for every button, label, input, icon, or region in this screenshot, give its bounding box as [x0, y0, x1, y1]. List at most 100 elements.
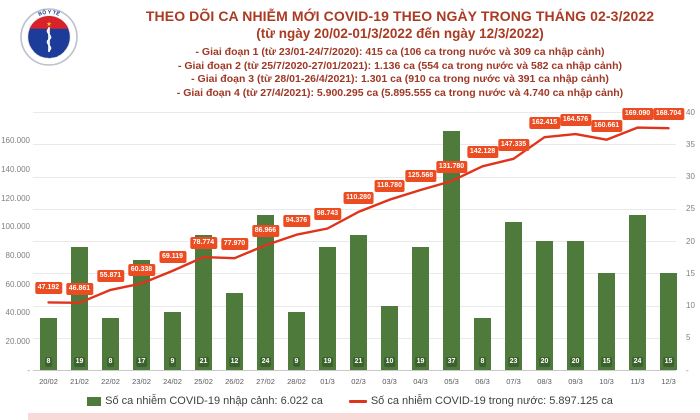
line-value-label: 78.774 — [189, 237, 218, 250]
line-series-swatch — [348, 399, 367, 403]
gridline — [33, 144, 676, 146]
bar-value-label: 19 — [321, 356, 334, 367]
bar-value-label: 10 — [383, 357, 396, 367]
x-axis-date-label: 05/3 — [444, 377, 459, 386]
chart-subtitle: (từ ngày 20/02-01/3/2022 đến ngày 12/3/2… — [256, 26, 544, 41]
y-axis-right-tick-label: 35 — [686, 139, 695, 149]
y-axis-left-tick-label: 160.000 — [1, 136, 30, 146]
bar-value-label: 24 — [631, 356, 644, 367]
y-axis-left-tick-label: 40.000 — [5, 308, 30, 318]
gridline — [33, 176, 676, 178]
gridline — [33, 112, 676, 113]
imported-cases-bar: 21 — [195, 234, 212, 370]
bar-value-label: 12 — [228, 356, 241, 367]
star-icon: ★ — [46, 21, 52, 28]
imported-cases-bar: 10 — [381, 305, 398, 370]
line-value-label: 162.415 — [528, 117, 561, 130]
line-value-label: 131.780 — [435, 161, 468, 174]
x-axis-date-label: 24/02 — [163, 377, 182, 386]
imported-cases-bar: 19 — [71, 247, 88, 370]
bar-value-label: 21 — [352, 356, 365, 367]
line-value-label: 46.861 — [65, 282, 94, 295]
bar-value-label: 15 — [662, 357, 675, 367]
x-axis-date-label: 20/02 — [39, 377, 58, 386]
y-axis-left-tick-label: 100.000 — [1, 222, 30, 232]
imported-cases-bar: 19 — [319, 247, 336, 370]
bar-value-label: 17 — [135, 356, 148, 367]
gridline — [33, 208, 676, 210]
bar-value-label: 37 — [445, 356, 458, 367]
line-value-label: 94.376 — [282, 214, 311, 227]
y-axis-right-tick-label: - — [686, 365, 689, 375]
header: THEO DÕI CA NHIỄM MỚI COVID-19 THEO NGÀY… — [105, 8, 695, 100]
imported-cases-bar: 24 — [629, 215, 646, 370]
imported-cases-bar: 17 — [133, 260, 150, 370]
phase-1-summary: - Giai đoạn 1 (từ 23/01-24/7/2020): 415 … — [195, 46, 605, 58]
bar-series-swatch — [87, 396, 102, 406]
imported-cases-bar: 20 — [567, 241, 584, 370]
y-axis-right-tick-label: 5 — [686, 333, 691, 343]
x-axis-line — [33, 370, 676, 371]
x-axis-date-label: 23/02 — [132, 377, 151, 386]
imported-cases-bar: 8 — [474, 318, 491, 370]
phase-summary-list: - Giai đoạn 1 (từ 23/01-24/7/2020): 415 … — [105, 46, 695, 100]
phase-4-summary: - Giai đoạn 4 (từ 27/4/2021): 5.900.295 … — [176, 86, 624, 99]
imported-cases-bar: 15 — [598, 273, 615, 370]
bar-value-label: 20 — [569, 357, 582, 367]
line-value-label: 86.966 — [251, 225, 280, 238]
line-value-label: 160.661 — [590, 119, 623, 132]
legend-domestic-label: Số ca nhiễm COVID-19 trong nước: 5.897.1… — [370, 395, 613, 407]
bar-value-label: 8 — [44, 356, 53, 367]
imported-cases-bar: 21 — [350, 234, 367, 370]
phase-3-summary: - Giai đoạn 3 (từ 28/01-26/4/2021): 1.30… — [191, 73, 609, 86]
line-value-label: 60.338 — [127, 263, 156, 276]
legend-imported-label: Số ca nhiễm COVID-19 nhập cảnh: 6.022 ca — [105, 395, 323, 407]
legend-item-domestic: Số ca nhiễm COVID-19 trong nước: 5.897.1… — [348, 395, 613, 407]
bar-value-label: 24 — [259, 356, 272, 367]
line-value-label: 169.090 — [621, 107, 654, 120]
line-value-label: 110.280 — [343, 191, 374, 204]
x-axis-date-label: 01/3 — [320, 377, 335, 386]
line-value-label: 47.192 — [34, 282, 63, 295]
ministry-of-health-logo: ★ BỘ Y TẾ MINISTRY OF HEALTH — [20, 8, 78, 66]
y-axis-right-tick-label: 10 — [686, 301, 695, 310]
y-axis-left-tick-label: 60.000 — [5, 279, 30, 289]
line-value-label: 164.576 — [559, 114, 592, 127]
x-axis-date-label: 22/02 — [101, 377, 120, 386]
y-axis-right-tick-label: 20 — [686, 236, 695, 246]
bar-value-label: 8 — [478, 356, 487, 367]
snake-icon — [46, 28, 52, 52]
bar-value-label: 15 — [600, 357, 613, 367]
bar-value-label: 19 — [414, 356, 427, 367]
imported-cases-bar: 23 — [505, 221, 522, 370]
x-axis-date-label: 25/02 — [194, 377, 213, 386]
line-value-label: 125.568 — [404, 170, 437, 183]
imported-cases-bar: 9 — [288, 311, 305, 370]
line-value-label: 69.119 — [158, 250, 187, 263]
x-axis-date-label: 02/3 — [351, 377, 366, 386]
y-axis-right-tick-label: 30 — [686, 172, 695, 181]
x-axis-date-label: 06/3 — [475, 377, 490, 386]
x-axis-date-label: 10/3 — [599, 377, 614, 386]
x-axis-date-label: 28/02 — [287, 377, 306, 386]
y-axis-left-tick-label: 140.000 — [1, 164, 30, 174]
line-value-label: 98.743 — [313, 208, 342, 221]
imported-cases-bar: 8 — [40, 318, 57, 370]
imported-cases-bar: 15 — [660, 273, 677, 370]
line-value-label: 168.704 — [652, 108, 685, 121]
imported-cases-bar: 12 — [226, 292, 243, 370]
x-axis-date-label: 07/3 — [506, 377, 521, 386]
bottom-strip — [28, 413, 700, 420]
imported-cases-bar: 9 — [164, 311, 181, 370]
bar-value-label: 23 — [507, 356, 520, 367]
chart-title: THEO DÕI CA NHIỄM MỚI COVID-19 THEO NGÀY… — [145, 8, 655, 24]
bar-value-label: 9 — [292, 356, 301, 367]
logo-top-text: BỘ Y TẾ — [38, 8, 62, 18]
line-value-label: 142.128 — [466, 146, 499, 159]
y-axis-right-tick-label: 40 — [686, 107, 695, 117]
line-value-label: 118.780 — [374, 179, 405, 192]
y-axis-left-tick-label: 20.000 — [5, 336, 30, 346]
x-axis-date-label: 09/3 — [568, 377, 583, 386]
